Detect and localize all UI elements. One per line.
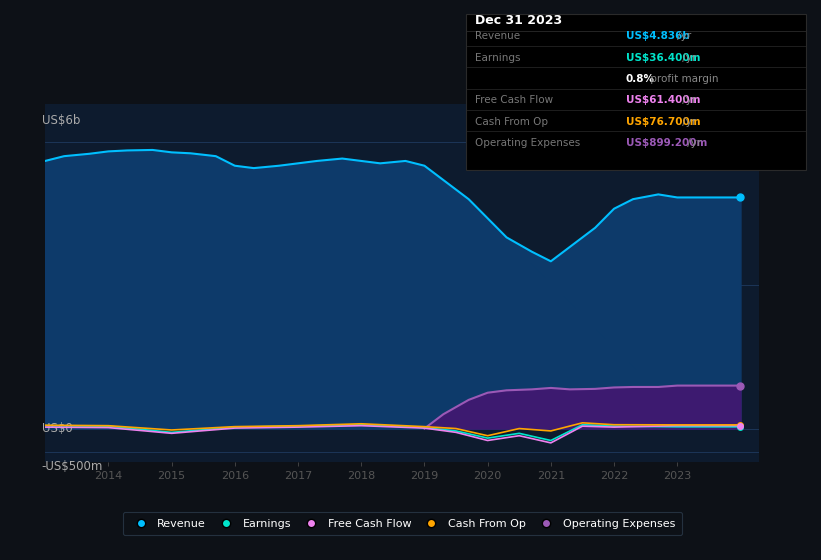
- Text: Cash From Op: Cash From Op: [475, 116, 548, 127]
- Text: US$899.200m: US$899.200m: [626, 138, 707, 148]
- Text: US$76.700m: US$76.700m: [626, 116, 700, 127]
- Text: Revenue: Revenue: [475, 31, 521, 41]
- Text: 0.8%: 0.8%: [626, 74, 654, 84]
- Text: Free Cash Flow: Free Cash Flow: [475, 95, 553, 105]
- Text: profit margin: profit margin: [647, 74, 718, 84]
- Text: Dec 31 2023: Dec 31 2023: [475, 14, 562, 27]
- Text: US$36.400m: US$36.400m: [626, 53, 700, 63]
- Text: /yr: /yr: [685, 138, 702, 148]
- Legend: Revenue, Earnings, Free Cash Flow, Cash From Op, Operating Expenses: Revenue, Earnings, Free Cash Flow, Cash …: [123, 512, 681, 535]
- Text: /yr: /yr: [674, 31, 691, 41]
- Text: Operating Expenses: Operating Expenses: [475, 138, 580, 148]
- Text: /yr: /yr: [679, 116, 696, 127]
- Text: /yr: /yr: [679, 53, 696, 63]
- Text: US$61.400m: US$61.400m: [626, 95, 700, 105]
- Text: US$0: US$0: [42, 422, 72, 435]
- Text: US$6b: US$6b: [42, 114, 80, 128]
- Text: -US$500m: -US$500m: [42, 460, 103, 473]
- Text: US$4.836b: US$4.836b: [626, 31, 690, 41]
- Text: /yr: /yr: [679, 95, 696, 105]
- Text: Earnings: Earnings: [475, 53, 521, 63]
